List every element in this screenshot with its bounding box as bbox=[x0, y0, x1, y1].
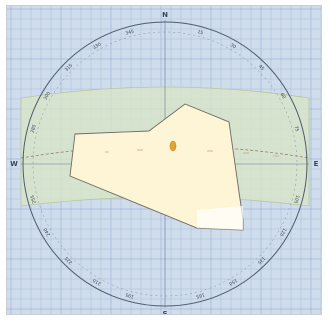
building-footprint-shade bbox=[197, 206, 243, 230]
ring-degree-label: 255 bbox=[30, 194, 38, 204]
sun-path-arc bbox=[20, 145, 310, 159]
ring-degree-label: 120 bbox=[278, 227, 288, 238]
ring-degree-label: 225 bbox=[64, 255, 74, 265]
hour-ticks bbox=[105, 149, 279, 157]
ring-degree-label: 30 bbox=[229, 42, 237, 50]
ring-degree-label: 240 bbox=[42, 227, 52, 238]
sun-path-canvas[interactable]: 345 330 315 300 285 255 240 225 210 195 165 150 135 1… bbox=[7, 6, 322, 315]
compass-west-label: W bbox=[10, 160, 18, 168]
ring-degree-label: 315 bbox=[64, 63, 74, 73]
ring-degree-label: 135 bbox=[256, 255, 266, 265]
ring-degree-label: 45 bbox=[257, 64, 265, 72]
sun-path-viewer[interactable]: 345 330 315 300 285 255 240 225 210 195 165 150 135 1… bbox=[6, 5, 322, 315]
ring-degree-label: 210 bbox=[92, 277, 103, 287]
compass-south-label: S bbox=[162, 310, 167, 315]
ring-degree-label: 195 bbox=[125, 291, 135, 299]
ring-degree-label: 150 bbox=[228, 277, 239, 287]
ring-degree-label: 60 bbox=[279, 92, 287, 100]
ring-degree-label: 345 bbox=[125, 29, 135, 37]
ring-degree-label: 75 bbox=[293, 125, 300, 132]
sun-position-marker[interactable] bbox=[169, 140, 177, 152]
compass-east-label: E bbox=[314, 160, 319, 168]
ring-degree-label: 165 bbox=[195, 291, 205, 299]
ring-degree-label: 15 bbox=[197, 29, 204, 36]
ring-degree-label: 285 bbox=[30, 124, 38, 134]
ring-degree-label: 105 bbox=[292, 194, 300, 204]
ring-degree-label: 300 bbox=[43, 91, 53, 102]
ring-labels: 345 330 315 300 285 255 240 225 210 195 165 150 135 1… bbox=[30, 29, 301, 300]
compass-north-label: N bbox=[162, 11, 168, 19]
ring-degree-label: 330 bbox=[92, 41, 103, 51]
